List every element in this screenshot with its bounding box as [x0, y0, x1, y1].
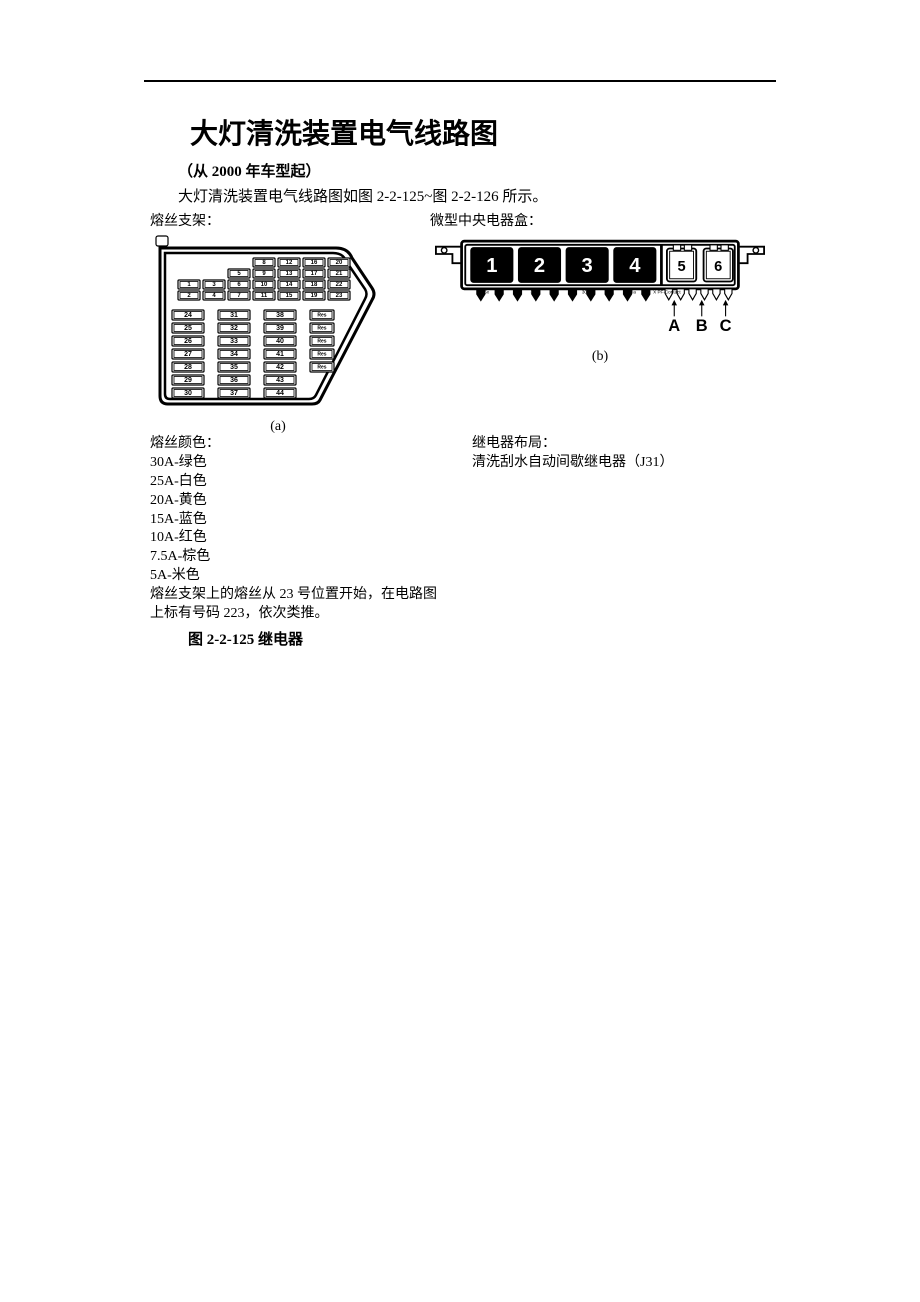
page-subtitle: （从 2000 年车型起）	[178, 160, 770, 181]
svg-text:X PF-Contact: X PF-Contact	[653, 289, 681, 294]
sub-caption-b: (b)	[430, 349, 770, 365]
svg-text:Res: Res	[317, 338, 326, 344]
top-rule	[144, 80, 776, 82]
svg-text:Res: Res	[317, 364, 326, 370]
svg-text:30: 30	[184, 390, 192, 397]
svg-text:29: 29	[184, 377, 192, 384]
color-line: 20A-黄色	[150, 492, 448, 511]
color-line: 5A-米色	[150, 567, 448, 586]
sub-caption-a: (a)	[150, 419, 406, 435]
svg-text:30: 30	[531, 289, 537, 294]
svg-text:15: 15	[286, 293, 293, 299]
svg-text:25: 25	[184, 325, 192, 332]
relay-box-diagram: 1 2 3 4 5 6 75x 30 30 30a X PF-Contact ABC	[430, 232, 770, 342]
svg-text:3: 3	[582, 255, 593, 277]
svg-text:Res: Res	[317, 325, 326, 331]
svg-text:32: 32	[230, 325, 238, 332]
svg-text:30a: 30a	[628, 289, 636, 294]
svg-text:36: 36	[230, 377, 238, 384]
svg-text:26: 26	[184, 338, 192, 345]
svg-text:35: 35	[230, 364, 238, 371]
svg-text:21: 21	[336, 271, 343, 277]
page-title: 大灯清洗装置电气线路图	[190, 112, 770, 152]
svg-text:42: 42	[276, 364, 284, 371]
svg-text:43: 43	[276, 377, 284, 384]
relay-box-label: 微型中央电器盒：	[430, 210, 770, 230]
svg-text:37: 37	[230, 390, 238, 397]
svg-text:23: 23	[336, 293, 343, 299]
color-line: 7.5A-棕色	[150, 548, 448, 567]
svg-text:C: C	[720, 317, 732, 335]
color-line: 10A-红色	[150, 529, 448, 548]
fuse-box-diagram: 8121620591317211361014182224711151923 24…	[150, 232, 380, 412]
svg-text:11: 11	[261, 293, 268, 299]
svg-text:Res: Res	[317, 351, 326, 357]
color-line: 25A-白色	[150, 473, 448, 492]
svg-text:16: 16	[311, 260, 318, 266]
svg-text:30: 30	[582, 289, 588, 294]
svg-text:12: 12	[286, 260, 293, 266]
svg-text:2: 2	[534, 255, 545, 277]
relay-text-col: 继电器布局： 清洗刮水自动间歇继电器（J31）	[472, 435, 770, 473]
text-row: 熔丝颜色： 30A-绿色25A-白色20A-黄色15A-蓝色10A-红色7.5A…	[150, 435, 770, 649]
relay-desc: 清洗刮水自动间歇继电器（J31）	[472, 454, 770, 473]
svg-text:18: 18	[311, 282, 318, 288]
svg-text:13: 13	[286, 271, 293, 277]
svg-text:44: 44	[276, 390, 284, 397]
svg-text:19: 19	[311, 293, 318, 299]
relay-header: 继电器布局：	[472, 435, 770, 454]
svg-text:41: 41	[276, 351, 284, 358]
svg-text:28: 28	[184, 364, 192, 371]
svg-text:14: 14	[286, 282, 293, 288]
fuse-note: 熔丝支架上的熔丝从 23 号位置开始，在电路图上标有号码 223，依次类推。	[150, 586, 448, 624]
col-left: 熔丝支架： 8121620591317211361014182224711151…	[150, 210, 406, 435]
svg-text:A: A	[668, 317, 680, 335]
svg-text:39: 39	[276, 325, 284, 332]
svg-text:75x: 75x	[482, 289, 490, 294]
svg-text:34: 34	[230, 351, 238, 358]
svg-text:27: 27	[184, 351, 192, 358]
svg-text:17: 17	[311, 271, 318, 277]
svg-text:22: 22	[336, 282, 343, 288]
fuse-label: 熔丝支架：	[150, 210, 406, 230]
page-desc: 大灯清洗装置电气线路图如图 2-2-125~图 2-2-126 所示。	[178, 185, 770, 206]
color-col: 熔丝颜色： 30A-绿色25A-白色20A-黄色15A-蓝色10A-红色7.5A…	[150, 435, 448, 649]
svg-text:31: 31	[230, 312, 238, 319]
svg-text:6: 6	[714, 259, 722, 275]
svg-text:38: 38	[276, 312, 284, 319]
svg-text:10: 10	[261, 282, 268, 288]
color-line: 30A-绿色	[150, 454, 448, 473]
svg-text:33: 33	[230, 338, 238, 345]
svg-text:4: 4	[629, 255, 641, 277]
svg-text:B: B	[696, 317, 708, 335]
svg-text:5: 5	[678, 259, 686, 275]
color-line: 15A-蓝色	[150, 511, 448, 530]
svg-text:24: 24	[184, 312, 192, 319]
svg-text:Res: Res	[317, 312, 326, 318]
svg-text:1: 1	[486, 255, 497, 277]
figure-row: 熔丝支架： 8121620591317211361014182224711151…	[150, 210, 770, 435]
document-page: 大灯清洗装置电气线路图 （从 2000 年车型起） 大灯清洗装置电气线路图如图 …	[0, 0, 920, 689]
figure-caption: 图 2-2-125 继电器	[188, 628, 448, 649]
color-header: 熔丝颜色：	[150, 435, 448, 454]
col-right: 微型中央电器盒： 1 2 3 4 5 6 75x 30 30	[430, 210, 770, 365]
svg-text:20: 20	[336, 260, 343, 266]
svg-text:40: 40	[276, 338, 284, 345]
